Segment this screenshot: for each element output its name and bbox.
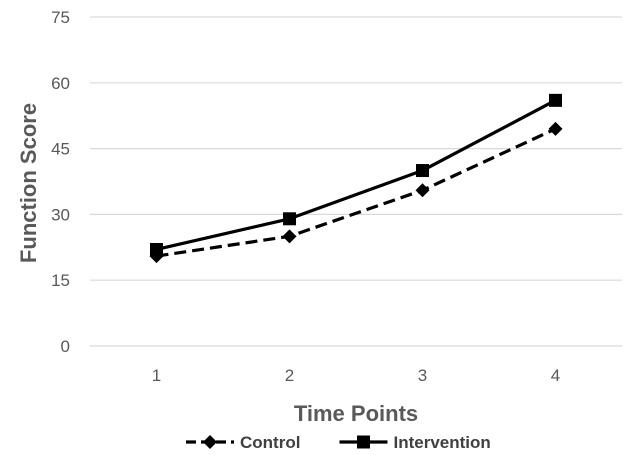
x-tick-label-1: 1 <box>152 366 161 385</box>
intervention-point-2 <box>283 212 296 226</box>
x-tick-label-2: 2 <box>285 366 294 385</box>
intervention-point-4 <box>549 93 562 107</box>
series-layer <box>149 93 563 264</box>
series-intervention <box>150 93 562 256</box>
control-point-4 <box>548 121 563 136</box>
intervention-point-3 <box>416 164 429 178</box>
y-axis-title: Function Score <box>16 103 41 263</box>
gridlines <box>90 16 622 347</box>
control-point-2 <box>282 229 297 244</box>
x-axis-title: Time Points <box>294 401 418 426</box>
legend-label-intervention: Intervention <box>394 433 491 452</box>
y-tick-label-0: 0 <box>61 337 70 356</box>
y-tick-label-75: 75 <box>51 8 70 27</box>
series-control <box>149 121 563 264</box>
control-line <box>156 127 557 258</box>
legend-marker-intervention <box>357 435 370 449</box>
legend-item-control: Control <box>186 433 300 452</box>
legend-item-intervention: Intervention <box>339 433 491 452</box>
intervention-line <box>156 98 557 252</box>
y-tick-label-45: 45 <box>51 140 70 159</box>
y-tick-label-30: 30 <box>51 205 70 224</box>
y-axis-ticks: 0 15 30 45 60 75 <box>51 8 70 356</box>
y-tick-label-15: 15 <box>51 271 70 290</box>
x-axis-ticks: 1 2 3 4 <box>152 366 560 385</box>
x-tick-label-3: 3 <box>418 366 427 385</box>
x-tick-label-4: 4 <box>551 366 560 385</box>
intervention-point-1 <box>150 242 163 256</box>
legend: Control Intervention <box>186 433 491 452</box>
y-tick-label-60: 60 <box>51 74 70 93</box>
control-point-3 <box>415 183 430 198</box>
legend-marker-control <box>203 435 217 449</box>
legend-label-control: Control <box>240 433 300 452</box>
